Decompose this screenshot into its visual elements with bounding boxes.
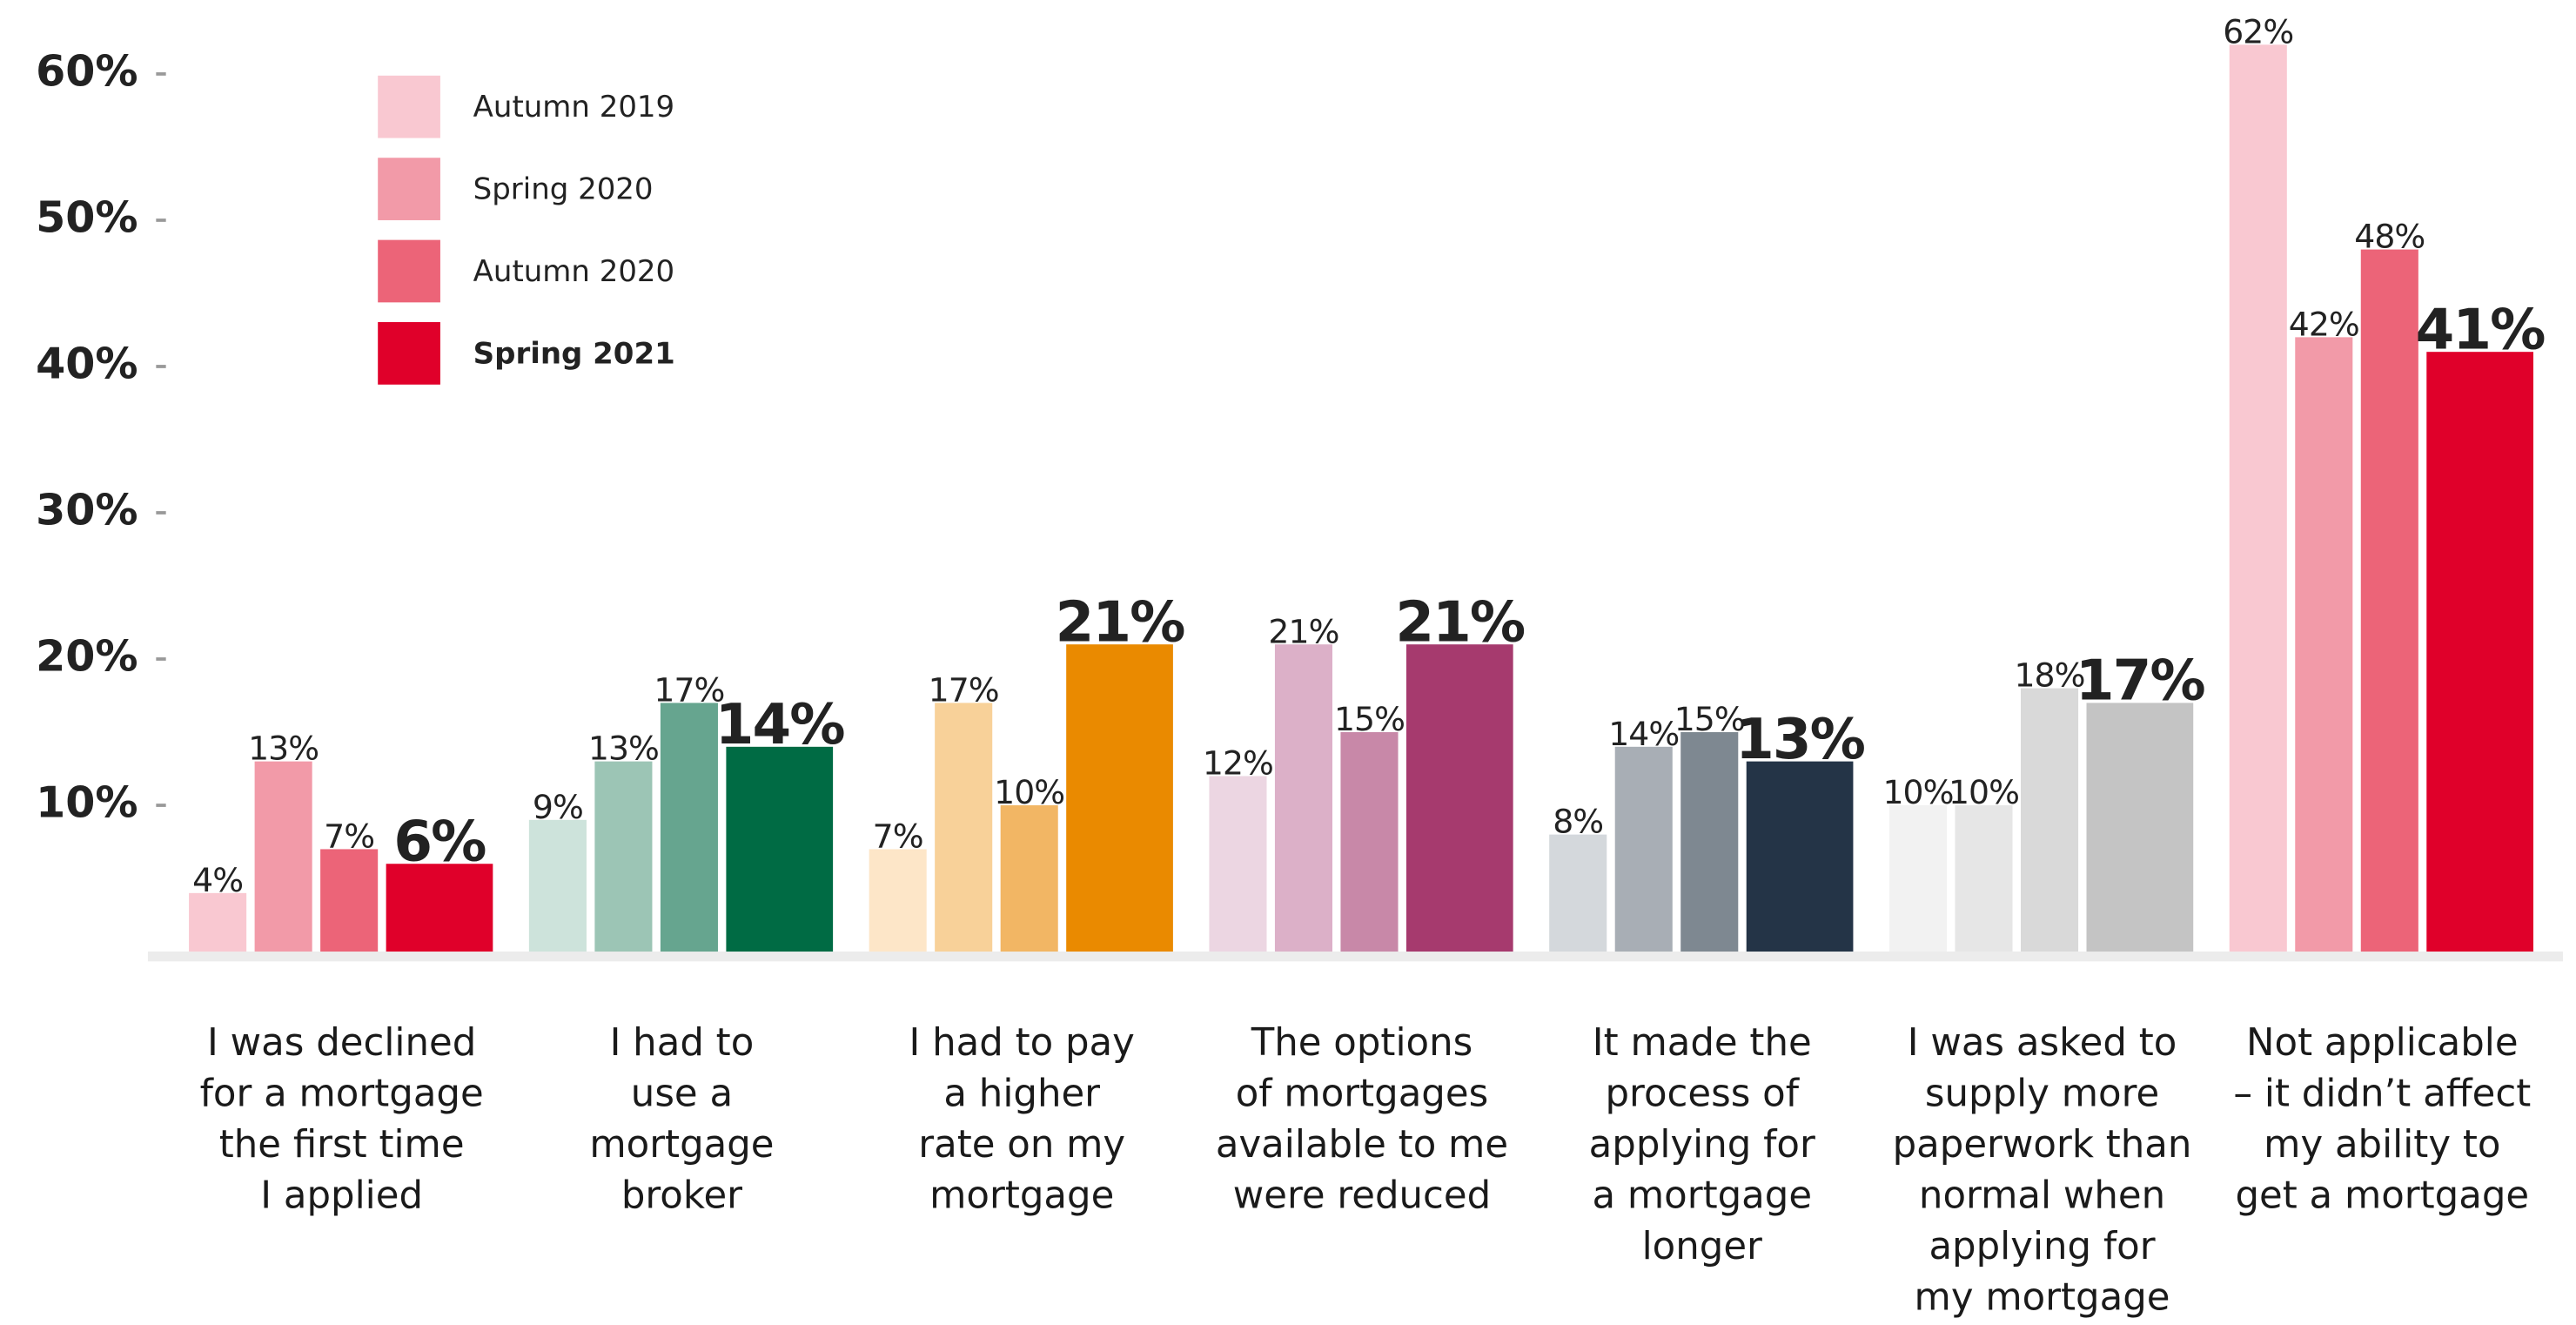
bar xyxy=(1955,805,2013,952)
data-label: 7% xyxy=(324,817,374,856)
data-label: 17% xyxy=(654,671,724,710)
data-label: 7% xyxy=(873,817,923,856)
data-label: 48% xyxy=(2354,218,2425,256)
legend-label: Spring 2020 xyxy=(473,172,654,206)
x-tick-label: The options of mortgages available to me… xyxy=(1215,1022,1509,1218)
bar xyxy=(2295,337,2353,952)
bar xyxy=(320,849,379,952)
bar xyxy=(1888,805,1948,952)
data-label: 21% xyxy=(1268,612,1338,650)
x-tick-label: It made the process of applying for a mo… xyxy=(1588,1022,1815,1269)
bar xyxy=(1209,776,1267,952)
bar xyxy=(1680,732,1739,952)
data-label: 4% xyxy=(192,861,243,899)
data-label: 10% xyxy=(1882,773,1953,811)
y-tick-label: 30% xyxy=(36,484,138,535)
y-tick-label: 60% xyxy=(36,45,138,96)
data-label: 18% xyxy=(2014,656,2084,695)
legend-swatch xyxy=(378,158,440,220)
bar xyxy=(2086,703,2194,952)
data-label: 8% xyxy=(1553,803,1603,841)
bar xyxy=(386,864,493,952)
bar xyxy=(2360,249,2418,952)
bar xyxy=(1274,644,1333,952)
bar xyxy=(869,849,927,952)
data-label: 12% xyxy=(1203,744,1273,783)
bar xyxy=(2020,688,2079,952)
bar xyxy=(726,746,834,952)
legend-swatch xyxy=(378,239,440,303)
y-tick-label: 50% xyxy=(36,192,138,242)
bar xyxy=(1405,644,1513,952)
bar xyxy=(594,761,653,952)
data-label: 17% xyxy=(929,671,999,710)
bar xyxy=(1549,834,1607,952)
data-label: 13% xyxy=(588,730,659,768)
data-label: 13% xyxy=(1735,707,1865,772)
data-label: 17% xyxy=(2076,649,2205,714)
legend-swatch xyxy=(378,75,440,138)
data-label: 15% xyxy=(1674,700,1745,738)
bar xyxy=(2229,44,2287,952)
bar xyxy=(1614,746,1673,952)
data-label: 9% xyxy=(533,788,583,826)
data-label: 14% xyxy=(715,692,845,757)
data-label: 41% xyxy=(2416,297,2546,362)
data-label: 10% xyxy=(1949,773,2019,811)
data-label: 6% xyxy=(393,809,486,874)
data-label: 42% xyxy=(2289,305,2359,343)
legend-label: Spring 2021 xyxy=(473,336,675,371)
bar xyxy=(1000,805,1058,952)
x-tick-label: I had to pay a higher rate on my mortgag… xyxy=(909,1022,1135,1218)
bar xyxy=(1066,644,1173,952)
bar xyxy=(1340,732,1399,952)
x-tick-label: I was asked to supply more paperwork tha… xyxy=(1892,1022,2192,1320)
bar xyxy=(2426,352,2533,952)
bar xyxy=(189,892,247,952)
data-label: 15% xyxy=(1334,700,1405,738)
legend-swatch xyxy=(378,322,440,385)
x-tick-label: I had to use a mortgage broker xyxy=(589,1022,775,1218)
legend-label: Autumn 2020 xyxy=(473,254,674,289)
data-label: 21% xyxy=(1056,589,1185,655)
legend-label: Autumn 2019 xyxy=(473,90,674,124)
y-tick-label: 10% xyxy=(36,777,138,828)
data-label: 62% xyxy=(2223,12,2293,50)
data-label: 10% xyxy=(994,773,1064,811)
data-label: 13% xyxy=(248,730,319,768)
bar xyxy=(528,819,587,952)
data-label: 14% xyxy=(1608,715,1679,753)
x-tick-label: Not applicable – it didn’t affect my abi… xyxy=(2233,1022,2532,1218)
bar xyxy=(1746,761,1854,952)
baseline xyxy=(147,952,2563,962)
bar xyxy=(935,703,993,952)
data-label: 21% xyxy=(1395,589,1525,655)
bar xyxy=(254,761,312,952)
bar xyxy=(660,703,718,952)
y-tick-label: 20% xyxy=(36,631,138,682)
y-tick-label: 40% xyxy=(36,338,138,388)
x-tick-label: I was declined for a mortgage the first … xyxy=(199,1022,484,1218)
